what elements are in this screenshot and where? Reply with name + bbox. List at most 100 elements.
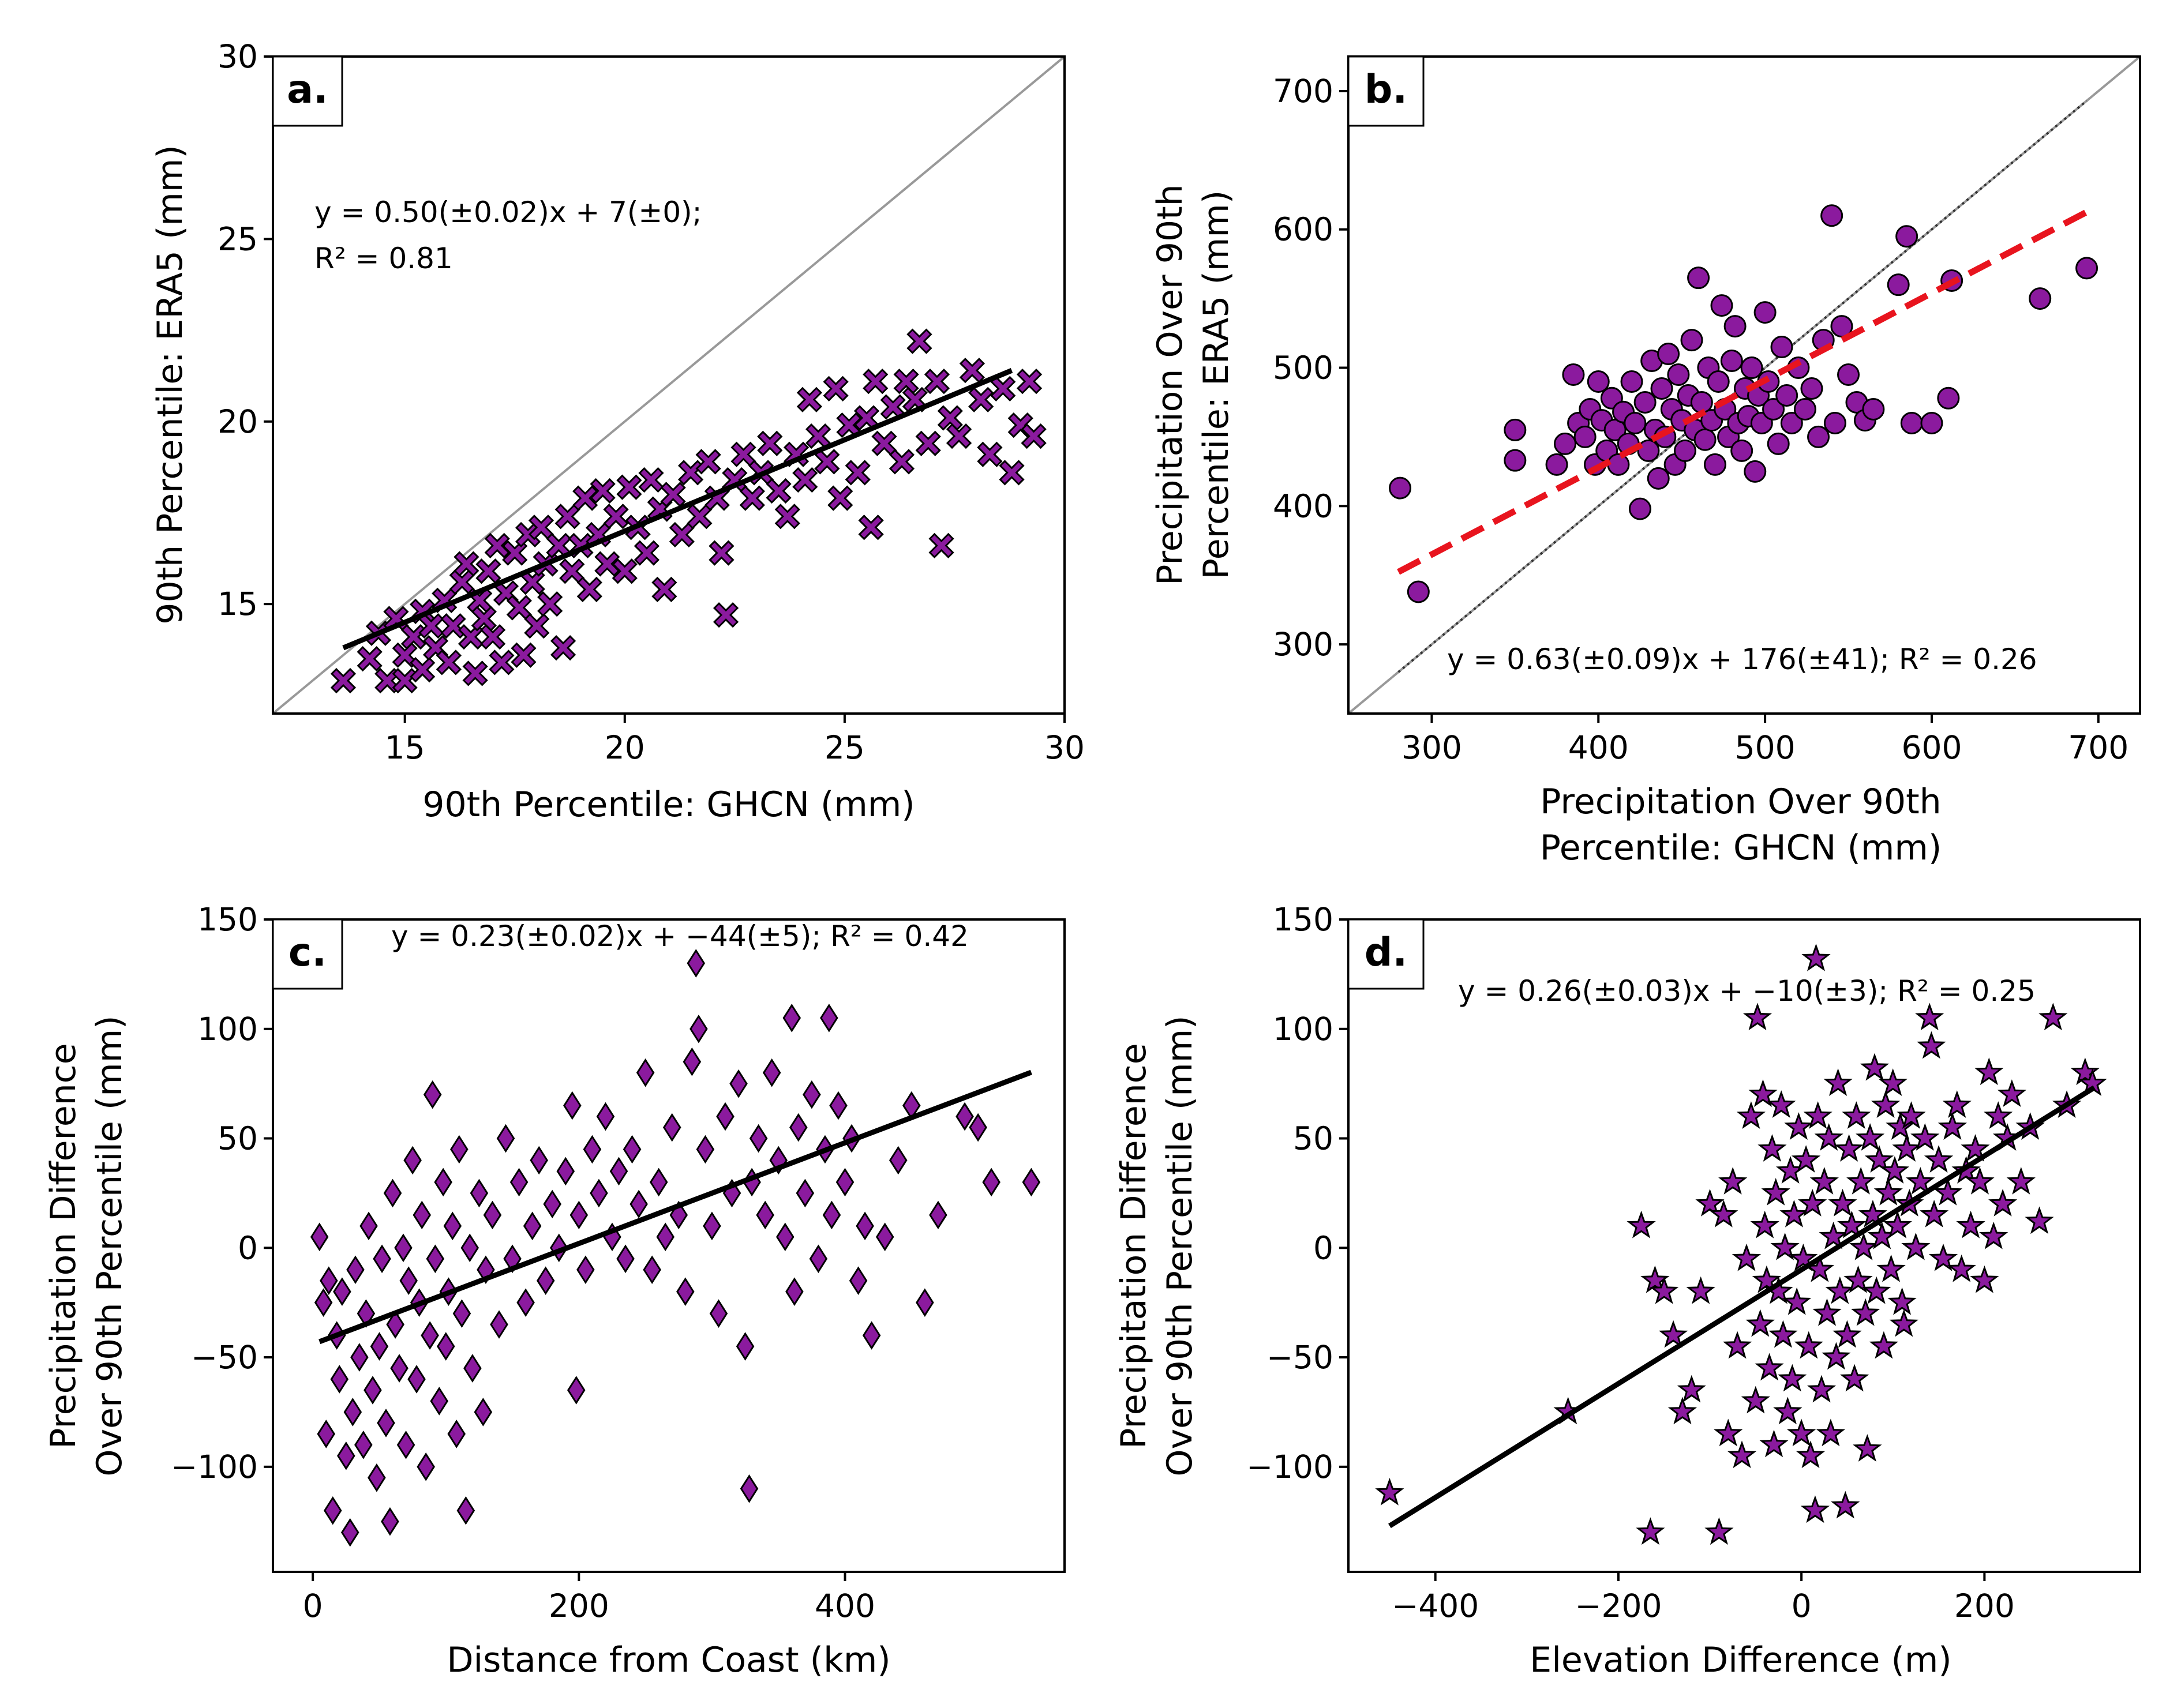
panel-b-label-box: b. bbox=[1347, 55, 1425, 127]
panel-c-y-axis-label-line1: Precipitation Difference bbox=[43, 1043, 84, 1448]
panel-c-point bbox=[403, 1146, 422, 1175]
panel-d-point bbox=[1752, 1265, 1782, 1293]
panel-a-x-tick-label: 15 bbox=[385, 729, 425, 766]
panel-b-point bbox=[1820, 204, 1843, 227]
panel-d-point bbox=[1974, 1057, 2004, 1086]
panel-b-label-frame bbox=[1347, 55, 1425, 127]
panel-c-y-tick-label: 150 bbox=[197, 901, 258, 938]
panel-c-point bbox=[350, 1343, 369, 1372]
panel-d-y-tick-label: 150 bbox=[1273, 901, 1333, 938]
panel-d-point bbox=[1797, 1188, 1827, 1217]
panel-a-point bbox=[357, 645, 383, 672]
panel-c-point bbox=[829, 1091, 848, 1120]
panel-c-point bbox=[749, 1124, 768, 1153]
panel-d-point bbox=[1942, 1090, 1972, 1118]
panel-c-equation: y = 0.23(±0.02)x + −44(±5); R² = 0.42 bbox=[391, 919, 969, 953]
panel-b-point bbox=[1707, 370, 1730, 393]
panel-c-point bbox=[916, 1288, 934, 1317]
panel-d-point bbox=[1767, 1090, 1796, 1118]
panel-a-point bbox=[612, 558, 638, 584]
panel-d-label-frame bbox=[1347, 918, 1425, 990]
panel-b-y-tick-label: 300 bbox=[1273, 626, 1333, 663]
panel-a-point bbox=[554, 504, 580, 530]
panel-a-point bbox=[999, 460, 1025, 486]
panel-c-frame bbox=[272, 918, 1066, 1573]
panel-b-point bbox=[1504, 449, 1527, 472]
panel-b-x-tick-label: 500 bbox=[1735, 729, 1796, 766]
panel-b-point bbox=[1693, 428, 1717, 451]
panel-d-point bbox=[1956, 1210, 1985, 1238]
panel-c-point bbox=[407, 1365, 426, 1394]
panel-a-point bbox=[713, 602, 739, 628]
panel-a-point bbox=[479, 624, 506, 650]
panel-d-label-box: d. bbox=[1347, 918, 1425, 990]
panel-a-point bbox=[330, 667, 357, 694]
panel-c-point bbox=[530, 1146, 548, 1175]
panel-d-point bbox=[1809, 1166, 1839, 1195]
panel-c-point bbox=[447, 1420, 466, 1448]
panel-a-point bbox=[766, 478, 792, 504]
panel-b-x-tick-label: 300 bbox=[1401, 729, 1462, 766]
panel-a-point bbox=[550, 635, 576, 661]
panel-d-ticks: −400 −200 0 200 −100 −50 0 50 100 150 bbox=[1246, 901, 2015, 1624]
panel-a-point bbox=[695, 449, 721, 475]
panel-c-point bbox=[576, 1255, 595, 1285]
panel-a-point bbox=[1021, 423, 1047, 449]
panel-d-point bbox=[1741, 1386, 1770, 1414]
panel-d-point bbox=[1786, 1418, 1816, 1447]
panel-a-point bbox=[792, 467, 818, 493]
panel-b-point bbox=[1723, 315, 1747, 338]
panel-c-point bbox=[709, 1299, 728, 1328]
panel-d-y-axis-label-line1: Precipitation Difference bbox=[1114, 1043, 1154, 1448]
panel-b-point bbox=[1744, 460, 1767, 483]
panel-b-y-tick-label: 400 bbox=[1273, 487, 1333, 524]
panel-c-point bbox=[583, 1135, 602, 1164]
panel-d-point bbox=[1837, 1210, 1867, 1238]
panel-d-point bbox=[1814, 1123, 1843, 1151]
panel-d-point bbox=[1773, 1397, 1802, 1425]
panel-a-point bbox=[519, 569, 545, 595]
panel-a-x-tick-label: 20 bbox=[605, 729, 645, 766]
panel-c-point bbox=[656, 1222, 675, 1252]
panel-a-point bbox=[400, 624, 427, 650]
panel-d-point bbox=[1878, 1068, 1908, 1097]
panel-c-point bbox=[330, 1365, 349, 1394]
panel-d-point bbox=[1843, 1265, 1873, 1293]
panel-b-regression-line bbox=[1397, 209, 2089, 575]
panel-b-label: b. bbox=[1365, 67, 1408, 112]
panel-d-point bbox=[2038, 1003, 2068, 1031]
panel-c-point bbox=[809, 1244, 828, 1274]
panel-a-point bbox=[959, 358, 985, 384]
panel-a-point bbox=[906, 328, 932, 354]
panel-c-point bbox=[434, 1168, 452, 1197]
panel-d-x-tick-label: 200 bbox=[1954, 1587, 2015, 1624]
panel-b-point bbox=[1687, 266, 1710, 290]
panel-b: 300 400 500 600 700 300 400 500 600 700 b. y = 0.… bbox=[1150, 55, 2141, 868]
panel-d-point bbox=[1833, 1320, 1862, 1348]
panel-d-point bbox=[1897, 1101, 1926, 1129]
panel-a-point bbox=[511, 642, 537, 668]
panel-c-point bbox=[820, 1003, 838, 1033]
panel-c-point bbox=[789, 1113, 808, 1142]
panel-d-point bbox=[1846, 1166, 1876, 1195]
panel-a-point bbox=[489, 650, 515, 675]
panel-d-point bbox=[1709, 1199, 1738, 1227]
panel-a-x-tick-label: 25 bbox=[825, 729, 865, 766]
panel-c-point bbox=[782, 1003, 801, 1033]
panel-c-label-box: c. bbox=[272, 918, 343, 990]
panel-b-point bbox=[1553, 432, 1576, 455]
panel-c-point bbox=[450, 1135, 469, 1164]
panel-d-point bbox=[1947, 1254, 1976, 1282]
panel-b-y-tick-label: 700 bbox=[1273, 73, 1333, 110]
panel-c-point bbox=[929, 1200, 947, 1230]
panel-c-label: c. bbox=[288, 930, 327, 975]
panel-b-y-tick-label: 500 bbox=[1273, 350, 1333, 386]
panel-b-point bbox=[1628, 497, 1651, 520]
panel-c-point bbox=[762, 1058, 781, 1087]
panel-d-point bbox=[1782, 1287, 1812, 1315]
panel-c-point bbox=[333, 1277, 351, 1306]
panel-b-marks bbox=[1348, 57, 2140, 714]
panel-c-point bbox=[343, 1398, 362, 1427]
panel-d-point bbox=[1650, 1276, 1679, 1304]
